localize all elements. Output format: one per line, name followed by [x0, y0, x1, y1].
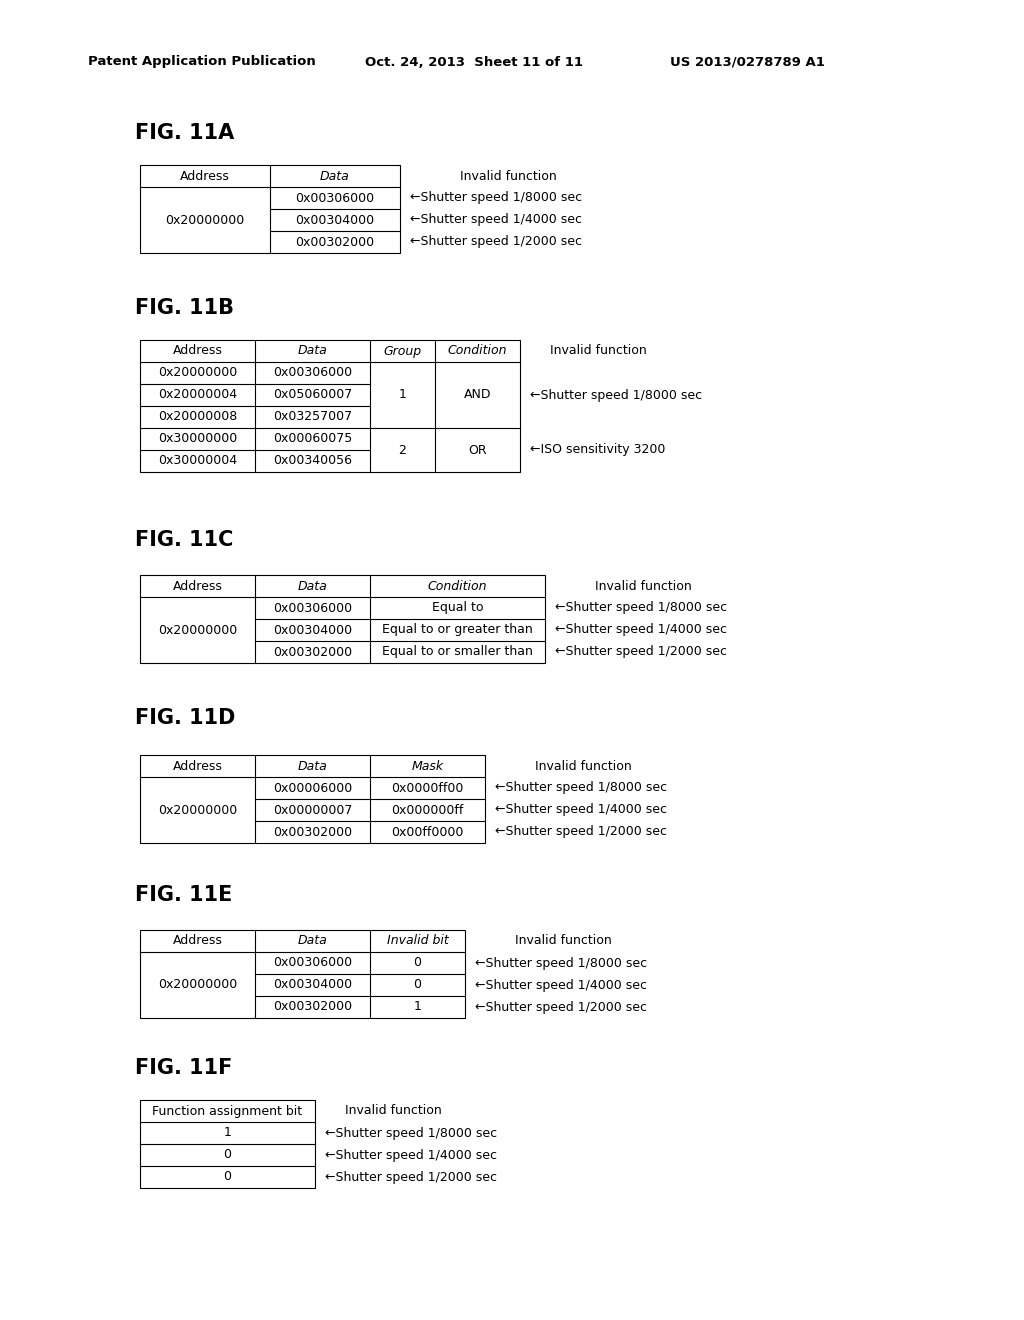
Text: 0: 0 [414, 957, 422, 969]
Text: ←Shutter speed 1/4000 sec: ←Shutter speed 1/4000 sec [475, 978, 647, 991]
Text: ←Shutter speed 1/8000 sec: ←Shutter speed 1/8000 sec [475, 957, 647, 969]
Bar [140, 165, 400, 253]
Text: 1: 1 [414, 1001, 422, 1014]
Text: FIG. 11F: FIG. 11F [135, 1059, 232, 1078]
Text: ←Shutter speed 1/4000 sec: ←Shutter speed 1/4000 sec [495, 804, 667, 817]
Text: 0x00306000: 0x00306000 [296, 191, 375, 205]
Text: Address: Address [173, 935, 222, 948]
Text: Invalid function: Invalid function [595, 579, 692, 593]
Text: 0: 0 [414, 978, 422, 991]
Bar [140, 931, 465, 1018]
Text: ←Shutter speed 1/8000 sec: ←Shutter speed 1/8000 sec [410, 191, 582, 205]
Text: Invalid function: Invalid function [345, 1105, 441, 1118]
Text: 0x00006000: 0x00006000 [272, 781, 352, 795]
Text: AND: AND [464, 388, 492, 401]
Text: Invalid bit: Invalid bit [387, 935, 449, 948]
Text: Data: Data [298, 579, 328, 593]
Text: 0x20000004: 0x20000004 [158, 388, 238, 401]
Text: Mask: Mask [412, 759, 443, 772]
Text: Equal to: Equal to [432, 602, 483, 615]
Text: US 2013/0278789 A1: US 2013/0278789 A1 [670, 55, 825, 69]
Text: ←Shutter speed 1/8000 sec: ←Shutter speed 1/8000 sec [325, 1126, 497, 1139]
Text: 2: 2 [398, 444, 407, 457]
Text: 0x000000ff: 0x000000ff [391, 804, 464, 817]
Text: Equal to or greater than: Equal to or greater than [382, 623, 532, 636]
Text: 0x00060075: 0x00060075 [272, 433, 352, 446]
Text: 0x00302000: 0x00302000 [273, 645, 352, 659]
Text: 0x00306000: 0x00306000 [273, 367, 352, 380]
Text: 0x20000000: 0x20000000 [158, 804, 238, 817]
Text: 0x00306000: 0x00306000 [273, 957, 352, 969]
Text: 0x00302000: 0x00302000 [296, 235, 375, 248]
Text: ←Shutter speed 1/2000 sec: ←Shutter speed 1/2000 sec [475, 1001, 647, 1014]
Text: Data: Data [298, 935, 328, 948]
Text: ←Shutter speed 1/4000 sec: ←Shutter speed 1/4000 sec [325, 1148, 497, 1162]
Text: 0x00304000: 0x00304000 [273, 978, 352, 991]
Text: ←ISO sensitivity 3200: ←ISO sensitivity 3200 [530, 444, 666, 457]
Text: 1: 1 [223, 1126, 231, 1139]
Bar [140, 755, 485, 843]
Text: 0: 0 [223, 1171, 231, 1184]
Text: 0x30000000: 0x30000000 [158, 433, 238, 446]
Text: ←Shutter speed 1/4000 sec: ←Shutter speed 1/4000 sec [555, 623, 727, 636]
Text: FIG. 11A: FIG. 11A [135, 123, 234, 143]
Text: 0x00302000: 0x00302000 [273, 825, 352, 838]
Text: ←Shutter speed 1/2000 sec: ←Shutter speed 1/2000 sec [325, 1171, 497, 1184]
Text: FIG. 11C: FIG. 11C [135, 531, 233, 550]
Text: 0x00306000: 0x00306000 [273, 602, 352, 615]
Text: ←Shutter speed 1/2000 sec: ←Shutter speed 1/2000 sec [555, 645, 727, 659]
Text: Function assignment bit: Function assignment bit [153, 1105, 302, 1118]
Bar [140, 341, 520, 473]
Text: Invalid function: Invalid function [460, 169, 557, 182]
Text: FIG. 11B: FIG. 11B [135, 298, 234, 318]
Text: Data: Data [298, 759, 328, 772]
Text: 0x20000008: 0x20000008 [158, 411, 238, 424]
Bar [140, 1100, 315, 1188]
Text: Condition: Condition [428, 579, 487, 593]
Text: 0x00302000: 0x00302000 [273, 1001, 352, 1014]
Text: 0x0000ff00: 0x0000ff00 [391, 781, 464, 795]
Text: 0x00304000: 0x00304000 [296, 214, 375, 227]
Text: 1: 1 [398, 388, 407, 401]
Text: 0x20000000: 0x20000000 [158, 367, 238, 380]
Text: Patent Application Publication: Patent Application Publication [88, 55, 315, 69]
Text: Address: Address [173, 579, 222, 593]
Text: Invalid function: Invalid function [515, 935, 611, 948]
Text: Equal to or smaller than: Equal to or smaller than [382, 645, 532, 659]
Bar [140, 576, 545, 663]
Text: Oct. 24, 2013  Sheet 11 of 11: Oct. 24, 2013 Sheet 11 of 11 [365, 55, 583, 69]
Text: ←Shutter speed 1/8000 sec: ←Shutter speed 1/8000 sec [555, 602, 727, 615]
Text: 0: 0 [223, 1148, 231, 1162]
Text: 0x20000000: 0x20000000 [158, 978, 238, 991]
Text: Address: Address [173, 345, 222, 358]
Text: Data: Data [321, 169, 350, 182]
Text: 0x03257007: 0x03257007 [273, 411, 352, 424]
Text: ←Shutter speed 1/4000 sec: ←Shutter speed 1/4000 sec [410, 214, 582, 227]
Text: 0x00000007: 0x00000007 [272, 804, 352, 817]
Text: Data: Data [298, 345, 328, 358]
Text: ←Shutter speed 1/2000 sec: ←Shutter speed 1/2000 sec [410, 235, 582, 248]
Text: ←Shutter speed 1/8000 sec: ←Shutter speed 1/8000 sec [530, 388, 702, 401]
Text: FIG. 11E: FIG. 11E [135, 884, 232, 906]
Text: Group: Group [383, 345, 422, 358]
Text: 0x00340056: 0x00340056 [273, 454, 352, 467]
Text: 0x05060007: 0x05060007 [272, 388, 352, 401]
Text: FIG. 11D: FIG. 11D [135, 708, 236, 729]
Text: Address: Address [173, 759, 222, 772]
Text: Invalid function: Invalid function [535, 759, 632, 772]
Text: ←Shutter speed 1/8000 sec: ←Shutter speed 1/8000 sec [495, 781, 667, 795]
Text: Condition: Condition [447, 345, 507, 358]
Text: ←Shutter speed 1/2000 sec: ←Shutter speed 1/2000 sec [495, 825, 667, 838]
Text: 0x00ff0000: 0x00ff0000 [391, 825, 464, 838]
Text: 0x00304000: 0x00304000 [273, 623, 352, 636]
Text: 0x30000004: 0x30000004 [158, 454, 238, 467]
Text: 0x20000000: 0x20000000 [165, 214, 245, 227]
Text: Address: Address [180, 169, 230, 182]
Text: 0x20000000: 0x20000000 [158, 623, 238, 636]
Text: Invalid function: Invalid function [550, 345, 647, 358]
Text: OR: OR [468, 444, 486, 457]
